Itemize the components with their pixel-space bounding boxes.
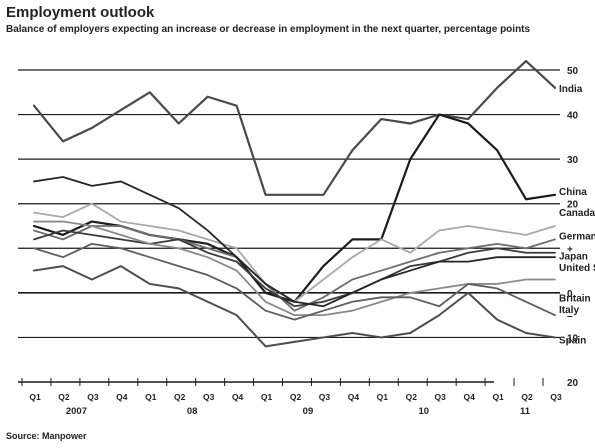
gridlines <box>18 69 560 339</box>
series-line <box>32 59 557 196</box>
y-tick-label: 40 <box>567 111 579 122</box>
x-tick-label: Q3 <box>319 392 331 402</box>
series-label: Spain <box>559 335 586 346</box>
x-tick-label: Q4 <box>463 392 475 402</box>
x-tick-label: Q2 <box>406 392 418 402</box>
series-label: Japan <box>559 252 588 263</box>
series-line <box>33 242 556 321</box>
chart-source: Source: Manpower <box>6 431 87 441</box>
x-tick-label: Q2 <box>174 392 186 402</box>
y-tick-label: 0 <box>567 289 573 300</box>
chart-subtitle: Balance of employers expecting an increa… <box>6 24 531 35</box>
series-label: Italy <box>559 305 579 316</box>
series-line <box>33 176 556 308</box>
x-year-label: 2007 <box>66 406 87 417</box>
x-tick-label: Q2 <box>290 392 302 402</box>
x-tick-label: Q3 <box>550 392 562 402</box>
x-tick-label: Q4 <box>232 392 244 402</box>
x-tick-label: Q2 <box>58 392 70 402</box>
x-year-label: 11 <box>520 406 531 417</box>
series-label: Britain <box>559 293 591 304</box>
series-line <box>33 202 556 303</box>
series-label: United States <box>559 263 595 274</box>
x-tick-label: Q1 <box>261 392 273 402</box>
x-year-label: 10 <box>418 406 429 417</box>
series-label: China <box>559 187 587 198</box>
y-tick-label: 10 <box>567 333 579 344</box>
chart-title: Employment outlook <box>6 4 155 21</box>
series-line <box>33 229 556 308</box>
series-line <box>32 113 557 303</box>
x-tick-label: Q4 <box>348 392 360 402</box>
series-label: Canada <box>559 208 595 219</box>
x-tick-label: Q3 <box>87 392 99 402</box>
x-tick-label: Q3 <box>435 392 447 402</box>
x-tick-label: Q1 <box>145 392 157 402</box>
series-label: India <box>559 84 583 95</box>
x-tick-label: Q2 <box>521 392 533 402</box>
x-tick-label: Q3 <box>203 392 215 402</box>
series-lines <box>32 59 557 348</box>
y-tick-label: 20 <box>567 378 579 389</box>
series-label: Germany <box>559 231 595 242</box>
x-year-label: 08 <box>187 406 198 417</box>
y-tick-label: 20 <box>567 200 579 211</box>
series-line <box>33 225 556 312</box>
y-negative-marker: – <box>567 311 573 322</box>
series-line <box>33 265 556 348</box>
x-axis: Q1 Q2 Q3 Q4 Q1 Q2 Q3 Q4 Q1 Q2 Q3 Q4 Q1 Q2 Q3 Q4 Q1 Q2 Q320… <box>18 378 562 417</box>
x-year-label: 09 <box>303 406 314 417</box>
y-tick-label: 50 <box>567 66 579 77</box>
x-tick-label: Q4 <box>116 392 128 402</box>
x-tick-label: Q1 <box>29 392 41 402</box>
y-tick-label: + <box>567 244 573 255</box>
x-tick-label: Q1 <box>492 392 504 402</box>
x-tick-label: Q1 <box>377 392 389 402</box>
y-tick-label: 30 <box>567 155 579 166</box>
y-axis-tick-labels: 20 10 0 +20 30 40 50 – <box>567 66 579 389</box>
